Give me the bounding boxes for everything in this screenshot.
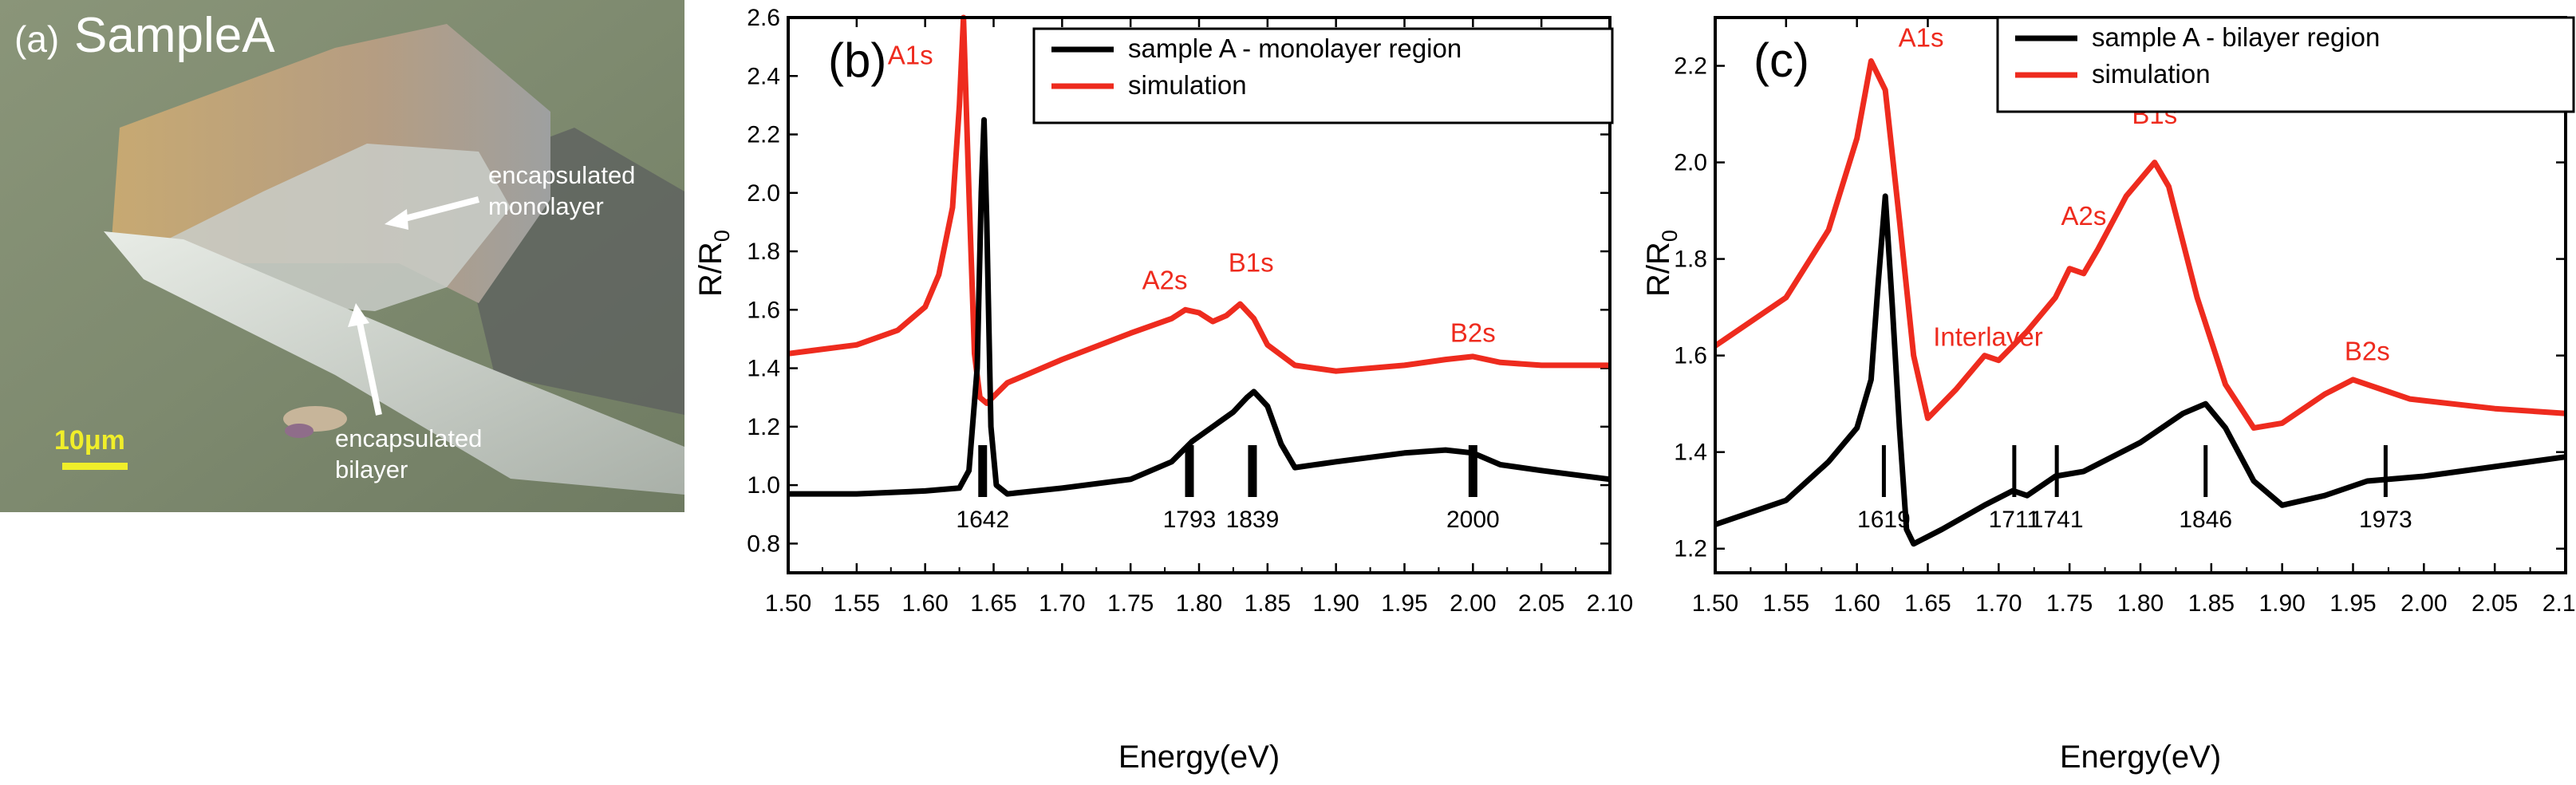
x-axis-title: Energy(eV): [2060, 740, 2221, 775]
micrograph-panel: (a) SampleA encapsulated monolayer encap…: [0, 0, 684, 512]
monolayer-annotation-line1: encapsulated: [488, 161, 636, 189]
scale-bar-line: [62, 463, 128, 470]
panel-label: (b): [828, 34, 886, 87]
energy-marker-label: 1619: [1857, 507, 1911, 533]
x-tick-label: 1.55: [834, 590, 880, 617]
x-tick-label: 1.85: [1245, 590, 1291, 617]
y-tick-label: 2.4: [747, 63, 780, 89]
panel-label: (c): [1753, 34, 1809, 87]
legend-box: [1032, 27, 1614, 124]
micrograph-image: [0, 0, 684, 512]
peak-annotation: B2s: [1450, 318, 1496, 348]
y-axis-title: R/R0: [693, 230, 734, 297]
y-tick-label: 2.0: [747, 180, 780, 207]
x-tick-label: 1.90: [2258, 590, 2305, 617]
energy-marker-label: 1973: [2359, 507, 2412, 533]
x-axis-title: Energy(eV): [1118, 740, 1280, 775]
chart-panel-b: 1.50 1.55 1.60 1.65 1.70 1.75 1.80 1.85 1.90 1.95…: [684, 0, 1642, 781]
monolayer-annotation-line2: monolayer: [488, 192, 604, 220]
y-tick-label: 0.8: [747, 531, 780, 557]
scale-bar-label: 10μm: [54, 425, 125, 456]
y-tick-label: 1.4: [1674, 440, 1707, 466]
x-tick-label: 1.60: [901, 590, 948, 617]
chart-b-svg: 1.50 1.55 1.60 1.65 1.70 1.75 1.80 1.85 1.90 1.95…: [693, 5, 1633, 775]
x-tick-label: 2.10: [2542, 590, 2576, 617]
peak-annotation: Interlayer: [1933, 322, 2043, 352]
x-tick-label: 1.85: [2188, 590, 2235, 617]
x-tick-label: 1.95: [2329, 590, 2376, 617]
x-tick-label: 1.75: [1107, 590, 1154, 617]
chart-panel-c: 1.50 1.55 1.60 1.65 1.70 1.75 1.80 1.85 1.90 1.95…: [1641, 0, 2576, 781]
plot-frame: [787, 16, 1611, 574]
chart-c-svg: 1.50 1.55 1.60 1.65 1.70 1.75 1.80 1.85 1.90 1.95…: [1641, 16, 2576, 775]
panel-a-title: SampleA: [74, 8, 275, 63]
x-tick-label: 2.10: [1587, 590, 1633, 617]
y-tick-label: 2.2: [747, 122, 780, 148]
x-tick-label: 2.05: [1518, 590, 1564, 617]
y-tick-label: 2.6: [747, 5, 780, 31]
y-tick-label: 1.4: [747, 356, 780, 382]
legend-entry: sample A - monolayer region: [1128, 34, 1462, 63]
x-tick-label: 2.05: [2471, 590, 2518, 617]
y-tick-label: 1.6: [747, 297, 780, 323]
peak-annotation: A1s: [888, 41, 933, 70]
x-tick-label: 1.80: [2117, 590, 2164, 617]
energy-marker-label: 1642: [956, 507, 1009, 533]
x-tick-label: 1.65: [1904, 590, 1951, 617]
x-tick-label: 1.80: [1176, 590, 1222, 617]
energy-marker-label: 2000: [1446, 507, 1500, 533]
energy-marker-label: 1793: [1163, 507, 1217, 533]
x-tick-label: 2.00: [1450, 590, 1496, 617]
x-tick-label: 1.55: [1763, 590, 1809, 617]
legend-box: [1996, 16, 2575, 113]
y-tick-label: 1.2: [1674, 536, 1707, 562]
energy-marker-label: 1711: [1989, 507, 2041, 533]
x-tick-label: 1.75: [2046, 590, 2093, 617]
energy-marker-label: 1839: [1226, 507, 1280, 533]
bilayer-annotation-line1: encapsulated: [335, 424, 483, 452]
y-axis-title-subscript: 0: [1658, 230, 1682, 242]
y-tick-label: 2.0: [1674, 150, 1707, 176]
energy-marker-label: 1741: [2030, 507, 2084, 533]
peak-annotation: A2s: [1142, 266, 1188, 295]
x-tick-label: 1.70: [1975, 590, 2022, 617]
x-tick-label: 2.00: [2400, 590, 2447, 617]
y-tick-label: 1.6: [1674, 343, 1707, 369]
x-tick-label: 1.95: [1381, 590, 1427, 617]
y-tick-label: 1.8: [1674, 247, 1707, 273]
series-line-sample-a-bilayer-region: [1714, 193, 2566, 547]
y-axis-title: R/R0: [1642, 230, 1682, 297]
x-tick-label: 1.70: [1039, 590, 1085, 617]
x-tick-label: 1.50: [765, 590, 811, 617]
legend-entry: simulation: [2092, 59, 2211, 89]
series-line-sample-a-monolayer-region: [788, 116, 1611, 497]
peak-annotation: A1s: [1899, 22, 1944, 52]
monolayer-arrow: [397, 196, 480, 223]
legend-entry: sample A - bilayer region: [2092, 22, 2380, 52]
peak-annotation: B2s: [2345, 337, 2390, 366]
x-tick-label: 1.50: [1692, 590, 1738, 617]
y-tick-label: 2.2: [1674, 53, 1707, 80]
series-line-simulation: [787, 14, 1610, 406]
peak-annotation: B1s: [1229, 248, 1274, 278]
y-tick-label: 1.2: [747, 414, 780, 440]
panel-a-label: (a): [14, 18, 60, 60]
legend-entry: simulation: [1128, 70, 1247, 100]
y-axis-title-subscript: 0: [710, 230, 734, 242]
x-tick-label: 1.90: [1312, 590, 1359, 617]
peak-annotation: A2s: [2061, 201, 2106, 231]
x-tick-label: 1.65: [970, 590, 1016, 617]
y-tick-label: 1.0: [747, 472, 780, 499]
energy-marker-label: 1846: [2179, 507, 2232, 533]
bilayer-annotation-line2: bilayer: [335, 456, 408, 483]
bilayer-arrow: [356, 318, 382, 416]
x-tick-label: 1.60: [1833, 590, 1880, 617]
y-tick-label: 1.8: [747, 239, 780, 265]
series-line-simulation: [1714, 58, 2566, 431]
